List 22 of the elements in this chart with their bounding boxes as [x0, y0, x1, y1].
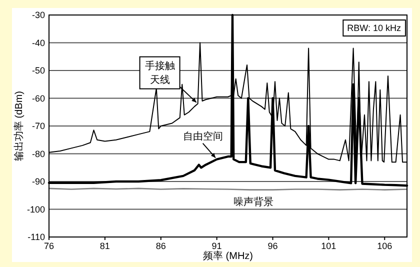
y-tick-label: -40 [32, 38, 45, 48]
y-tick-label: -50 [32, 66, 45, 76]
x-tick-label: 91 [212, 241, 222, 251]
y-tick-label: -90 [32, 176, 45, 186]
annotation: 手接触天线 [144, 60, 175, 86]
x-tick-label: 96 [268, 241, 278, 251]
annotation: 自由空间 [182, 130, 223, 142]
y-tick-label: -30 [32, 10, 45, 20]
y-tick-label: -110 [28, 232, 45, 242]
annotation: RBW: 10 kHz [347, 23, 402, 33]
x-tick-label: 106 [377, 241, 392, 251]
x-tick-label: 101 [321, 241, 336, 251]
x-axis-title: 频率 (MHz) [203, 250, 253, 262]
annotation: 噪声背景 [234, 196, 274, 208]
x-tick-label: 81 [100, 241, 110, 251]
y-axis-title: 输出功率 (dBm) [13, 91, 25, 161]
x-tick-label: 76 [44, 241, 54, 251]
x-tick-label: 86 [156, 241, 166, 251]
y-tick-label: -80 [32, 148, 45, 159]
y-tick-label: -70 [32, 121, 45, 131]
y-tick-label: -60 [32, 93, 45, 104]
y-tick-label: -100 [26, 204, 45, 214]
